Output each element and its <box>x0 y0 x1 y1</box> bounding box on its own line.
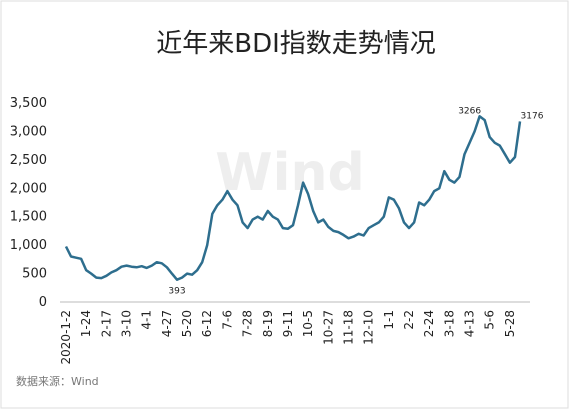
x-tick-label: 4-13 <box>463 310 477 337</box>
chart-title: 近年来BDI指数走势情况 <box>156 29 436 59</box>
x-tick-label: 5-6 <box>483 310 497 330</box>
y-tick-label: 1,000 <box>10 238 47 253</box>
x-tick-label: 5-20 <box>180 310 194 337</box>
x-tick-label: 10-5 <box>301 310 315 337</box>
y-tick-label: 2,000 <box>10 181 47 196</box>
data-label: 3266 <box>458 106 481 116</box>
data-label: 393 <box>168 287 185 297</box>
x-tick-label: 2020-1-2 <box>59 310 73 364</box>
x-tick-label: 4-27 <box>160 310 174 337</box>
data-label: 3176 <box>521 111 544 121</box>
x-tick-label: 1-1 <box>382 310 396 330</box>
x-tick-label: 2-2 <box>402 310 416 330</box>
x-tick-label: 6-12 <box>200 310 214 337</box>
x-tick-label: 5-28 <box>503 310 517 337</box>
x-tick-label: 11-18 <box>341 310 355 345</box>
x-tick-label: 10-27 <box>321 310 335 345</box>
x-tick-label: 8-19 <box>261 310 275 337</box>
y-tick-label: 1,500 <box>10 210 47 225</box>
x-tick-label: 12-10 <box>362 310 376 345</box>
y-tick-label: 0 <box>39 295 47 310</box>
x-tick-label: 4-1 <box>140 310 154 330</box>
watermark: Wind <box>215 143 364 203</box>
y-tick-label: 3,000 <box>10 124 47 139</box>
x-tick-label: 9-11 <box>281 310 295 337</box>
x-tick-label: 3-10 <box>120 310 134 337</box>
y-tick-label: 3,500 <box>10 96 47 111</box>
x-tick-label: 2-24 <box>422 310 436 337</box>
x-tick-label: 3-18 <box>442 310 456 337</box>
x-tick-label: 2-17 <box>99 310 113 337</box>
line <box>64 115 522 281</box>
y-tick-label: 500 <box>22 267 47 282</box>
x-tick-label: 7-28 <box>241 310 255 337</box>
y-tick-label: 2,500 <box>10 153 47 168</box>
x-tick-label: 1-24 <box>79 310 93 337</box>
x-tick-label: 7-6 <box>220 310 234 330</box>
source-note: 数据来源：Wind <box>16 374 99 388</box>
